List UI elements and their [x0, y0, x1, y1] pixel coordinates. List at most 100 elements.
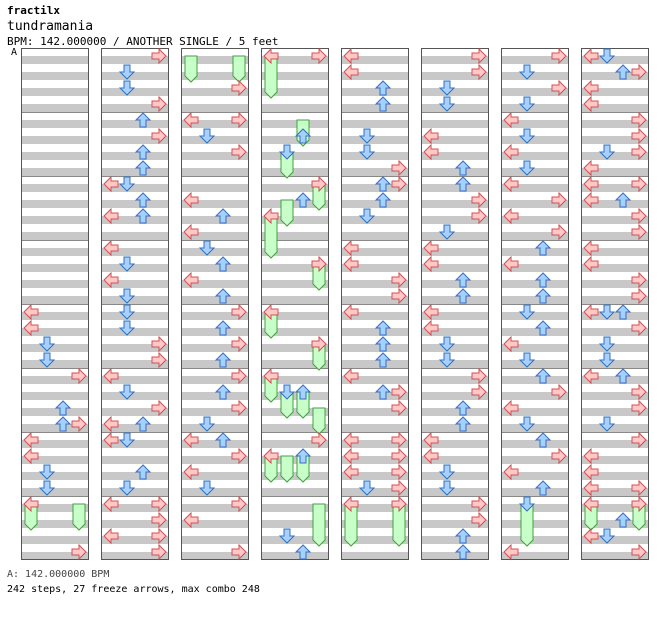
up-arrow-icon	[454, 160, 472, 176]
beat-band	[181, 296, 249, 304]
down-arrow-icon	[598, 336, 616, 352]
up-arrow-icon	[214, 288, 232, 304]
beat-band	[181, 440, 249, 448]
beat-band	[101, 104, 169, 112]
beat-band	[501, 56, 569, 64]
beat-band	[341, 72, 409, 80]
down-arrow-icon	[198, 480, 216, 496]
chart-meta: BPM: 142.000000 / ANOTHER SINGLE / 5 fee…	[7, 35, 279, 48]
right-arrow-icon	[551, 383, 567, 401]
beat-band	[341, 520, 409, 528]
up-arrow-icon	[374, 96, 392, 112]
beat-band	[181, 72, 249, 80]
beat-band	[501, 232, 569, 240]
column-border	[341, 48, 409, 560]
right-arrow-icon	[151, 335, 167, 353]
beat-band	[341, 536, 409, 544]
right-arrow-icon	[231, 399, 247, 417]
column-border	[101, 48, 169, 560]
beat-band	[501, 488, 569, 496]
beat-band	[261, 520, 329, 528]
beat-band	[181, 392, 249, 400]
beat-band	[261, 88, 329, 96]
right-arrow-icon	[391, 495, 407, 513]
beat-band	[501, 264, 569, 272]
left-arrow-icon	[183, 271, 199, 289]
left-arrow-icon	[103, 175, 119, 193]
down-arrow-icon	[118, 480, 136, 496]
right-arrow-icon	[631, 399, 647, 417]
beat-band	[261, 344, 329, 352]
column-border	[501, 48, 569, 560]
down-arrow-icon	[118, 288, 136, 304]
up-arrow-icon	[534, 288, 552, 304]
left-arrow-icon	[23, 431, 39, 449]
beat-band	[421, 488, 489, 496]
right-arrow-icon	[71, 367, 87, 385]
right-arrow-icon	[551, 47, 567, 65]
up-arrow-icon	[54, 400, 72, 416]
chart-stats: 242 steps, 27 freeze arrows, max combo 2…	[7, 584, 260, 595]
beat-band	[21, 200, 89, 208]
beat-band	[261, 104, 329, 112]
down-arrow-icon	[358, 208, 376, 224]
right-arrow-icon	[551, 191, 567, 209]
left-arrow-icon	[423, 447, 439, 465]
beat-band	[101, 120, 169, 128]
left-arrow-icon	[583, 191, 599, 209]
down-arrow-icon	[358, 128, 376, 144]
beat-band	[501, 104, 569, 112]
beat-band	[581, 376, 649, 384]
left-arrow-icon	[263, 47, 279, 65]
down-arrow-icon	[118, 80, 136, 96]
right-arrow-icon	[391, 399, 407, 417]
up-arrow-icon	[454, 272, 472, 288]
up-arrow-icon	[614, 192, 632, 208]
left-arrow-icon	[583, 303, 599, 321]
left-arrow-icon	[263, 207, 279, 225]
right-arrow-icon	[151, 495, 167, 513]
beat-band	[501, 168, 569, 176]
up-arrow-icon	[294, 544, 312, 560]
beat-band	[501, 424, 569, 432]
beat-band	[21, 552, 89, 560]
left-arrow-icon	[263, 303, 279, 321]
beat-band	[581, 248, 649, 256]
down-arrow-icon	[118, 432, 136, 448]
beat-band	[181, 216, 249, 224]
beat-band	[21, 216, 89, 224]
beat-band	[101, 328, 169, 336]
beat-band	[101, 200, 169, 208]
left-arrow-icon	[103, 367, 119, 385]
beat-band	[261, 472, 329, 480]
left-arrow-icon	[503, 335, 519, 353]
right-arrow-icon	[231, 447, 247, 465]
up-arrow-icon	[614, 512, 632, 528]
right-arrow-icon	[631, 431, 647, 449]
left-arrow-icon	[103, 431, 119, 449]
right-arrow-icon	[631, 287, 647, 305]
beat-band	[261, 392, 329, 400]
left-arrow-icon	[343, 47, 359, 65]
up-arrow-icon	[614, 368, 632, 384]
beat-band	[501, 200, 569, 208]
right-arrow-icon	[551, 79, 567, 97]
beat-band	[421, 72, 489, 80]
right-arrow-icon	[231, 143, 247, 161]
up-arrow-icon	[294, 384, 312, 400]
up-arrow-icon	[534, 368, 552, 384]
beat-band	[501, 136, 569, 144]
beat-band	[101, 296, 169, 304]
beat-band	[101, 520, 169, 528]
up-arrow-icon	[134, 160, 152, 176]
beat-band	[341, 552, 409, 560]
beat-band	[581, 424, 649, 432]
up-arrow-icon	[214, 320, 232, 336]
measure-column	[421, 47, 489, 560]
beat-band	[501, 536, 569, 544]
left-arrow-icon	[343, 63, 359, 81]
left-arrow-icon	[103, 415, 119, 433]
beat-band	[181, 360, 249, 368]
freeze-arrow	[312, 503, 326, 547]
beat-band	[421, 248, 489, 256]
